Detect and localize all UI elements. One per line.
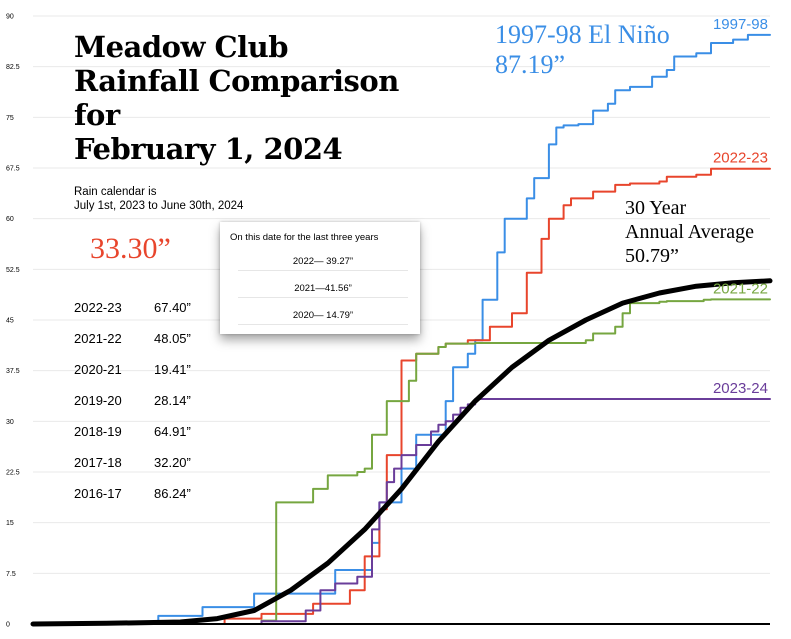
subtitle-line: Rain calendar is [74, 186, 157, 198]
series-label: 2021-22 [713, 280, 768, 297]
y-tick-label: 67.5 [6, 166, 20, 173]
series-line-2022-23 [32, 167, 771, 625]
season-amount: 67.40” [154, 300, 191, 315]
y-axis-ticks: 0 7.5 15 22.5 30 37.5 45 52.5 60 67.5 75 82.5 90 [6, 14, 20, 629]
average-annotation: 30 Year Annual Average 50.79” [625, 196, 754, 268]
title-line: February 1, 2024 [74, 132, 343, 166]
annotation-line: 87.19” [495, 50, 566, 79]
series-label: 2022-23 [713, 150, 768, 167]
y-tick-label: 15 [6, 520, 14, 527]
season-amount: 86.24” [154, 486, 191, 501]
rain-calendar-note: Rain calendar is July 1st, 2023 to June … [74, 185, 243, 213]
y-tick-label: 7.5 [6, 571, 16, 578]
y-tick-label: 30 [6, 419, 14, 426]
title-line: Meadow Club [74, 30, 288, 64]
series-lines [30, 33, 773, 627]
season-amount: 19.41” [154, 362, 191, 377]
y-tick-label: 45 [6, 318, 14, 325]
season-amount: 64.91” [154, 424, 191, 439]
season-year: 2022-23 [74, 300, 122, 315]
series-line-2021-22 [32, 298, 771, 625]
card-row: 2021—41.56” [238, 283, 408, 298]
card-heading: On this date for the last three years [230, 232, 379, 243]
series-line-1997-98 [32, 33, 771, 625]
y-tick-label: 75 [6, 115, 14, 122]
chart-title: Meadow Club Rainfall Comparison for Febr… [74, 30, 399, 166]
y-tick-label: 0 [6, 622, 10, 629]
y-tick-label: 90 [6, 14, 14, 21]
series-labels: 1997-98 2022-23 2021-22 2023-24 [713, 16, 768, 397]
annotation-line: 1997-98 El Niño [495, 20, 670, 49]
last-three-years-card: On this date for the last three years 20… [220, 222, 420, 334]
series-label: 1997-98 [713, 16, 768, 33]
series-line-30-year-annual-average [30, 278, 773, 627]
current-season-total: 33.30” [90, 232, 171, 265]
y-tick-label: 52.5 [6, 267, 20, 274]
season-year: 2016-17 [74, 486, 122, 501]
card-row: 2020— 14.79” [238, 310, 408, 325]
y-tick-label: 60 [6, 216, 14, 223]
y-tick-label: 82.5 [6, 64, 20, 71]
subtitle-line: July 1st, 2023 to June 30th, 2024 [74, 200, 244, 212]
season-year: 2021-22 [74, 331, 122, 346]
annotation-line: 30 Year [625, 197, 687, 219]
title-line: for [74, 98, 120, 132]
annotation-line: Annual Average [625, 221, 755, 243]
season-year: 2019-20 [74, 393, 122, 408]
el-nino-annotation: 1997-98 El Niño 87.19” [495, 20, 670, 80]
card-row: 2022— 39.27” [238, 256, 408, 271]
series-line-2023-24 [32, 398, 771, 625]
y-tick-label: 37.5 [6, 368, 20, 375]
season-year: 2020-21 [74, 362, 122, 377]
season-year: 2018-19 [74, 424, 122, 439]
season-amount: 28.14” [154, 393, 191, 408]
y-tick-label: 22.5 [6, 470, 20, 477]
series-label: 2023-24 [713, 380, 768, 397]
season-year: 2017-18 [74, 455, 122, 470]
title-line: Rainfall Comparison [74, 64, 399, 98]
season-amount: 32.20” [154, 455, 191, 470]
annotation-line: 50.79” [625, 245, 679, 267]
season-amount: 48.05” [154, 331, 191, 346]
